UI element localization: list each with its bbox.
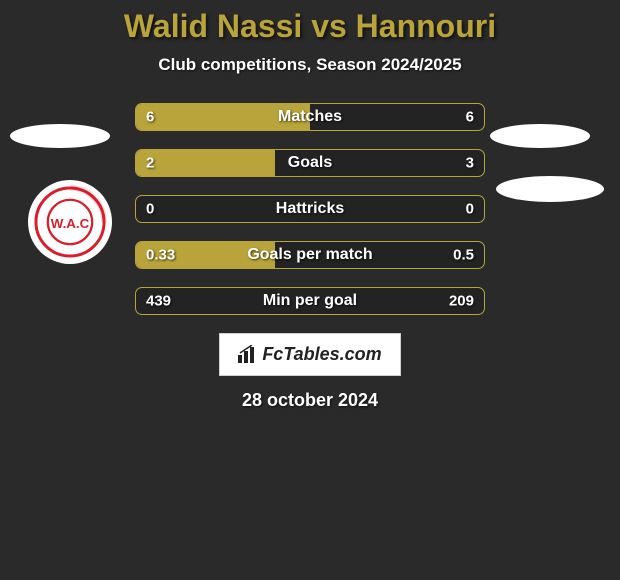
stat-value-right: 0.5 xyxy=(453,247,474,264)
stat-row: 439 Min per goal 209 xyxy=(135,287,485,315)
bar-chart-icon xyxy=(238,345,258,363)
stat-value-left: 2 xyxy=(146,155,154,172)
stat-value-left: 6 xyxy=(146,109,154,126)
branding-logo: FcTables.com xyxy=(219,333,400,376)
stat-value-right: 0 xyxy=(466,201,474,218)
stat-label: Goals per match xyxy=(247,246,372,264)
date-text: 28 october 2024 xyxy=(0,390,620,411)
branding-logo-text: FcTables.com xyxy=(262,344,381,364)
page-title: Walid Nassi vs Hannouri xyxy=(0,8,620,45)
stat-value-left: 439 xyxy=(146,293,171,310)
deco-ellipse xyxy=(490,124,590,148)
stat-value-right: 6 xyxy=(466,109,474,126)
stat-label: Min per goal xyxy=(263,292,357,310)
svg-text:W.A.C: W.A.C xyxy=(51,216,90,231)
stat-label: Goals xyxy=(288,154,332,172)
deco-ellipse xyxy=(10,124,110,148)
stat-row: 6 Matches 6 xyxy=(135,103,485,131)
stat-row: 0 Hattricks 0 xyxy=(135,195,485,223)
stat-value-right: 209 xyxy=(449,293,474,310)
stat-bar-left xyxy=(136,150,275,176)
stat-value-left: 0.33 xyxy=(146,247,175,264)
page-subtitle: Club competitions, Season 2024/2025 xyxy=(0,55,620,75)
club-badge: W.A.C xyxy=(28,180,112,264)
stat-label: Matches xyxy=(278,108,342,126)
stat-label: Hattricks xyxy=(276,200,344,218)
stat-value-left: 0 xyxy=(146,201,154,218)
deco-ellipse xyxy=(496,176,604,202)
club-crest-icon: W.A.C xyxy=(33,185,107,259)
stat-row: 2 Goals 3 xyxy=(135,149,485,177)
stat-row: 0.33 Goals per match 0.5 xyxy=(135,241,485,269)
stat-value-right: 3 xyxy=(466,155,474,172)
